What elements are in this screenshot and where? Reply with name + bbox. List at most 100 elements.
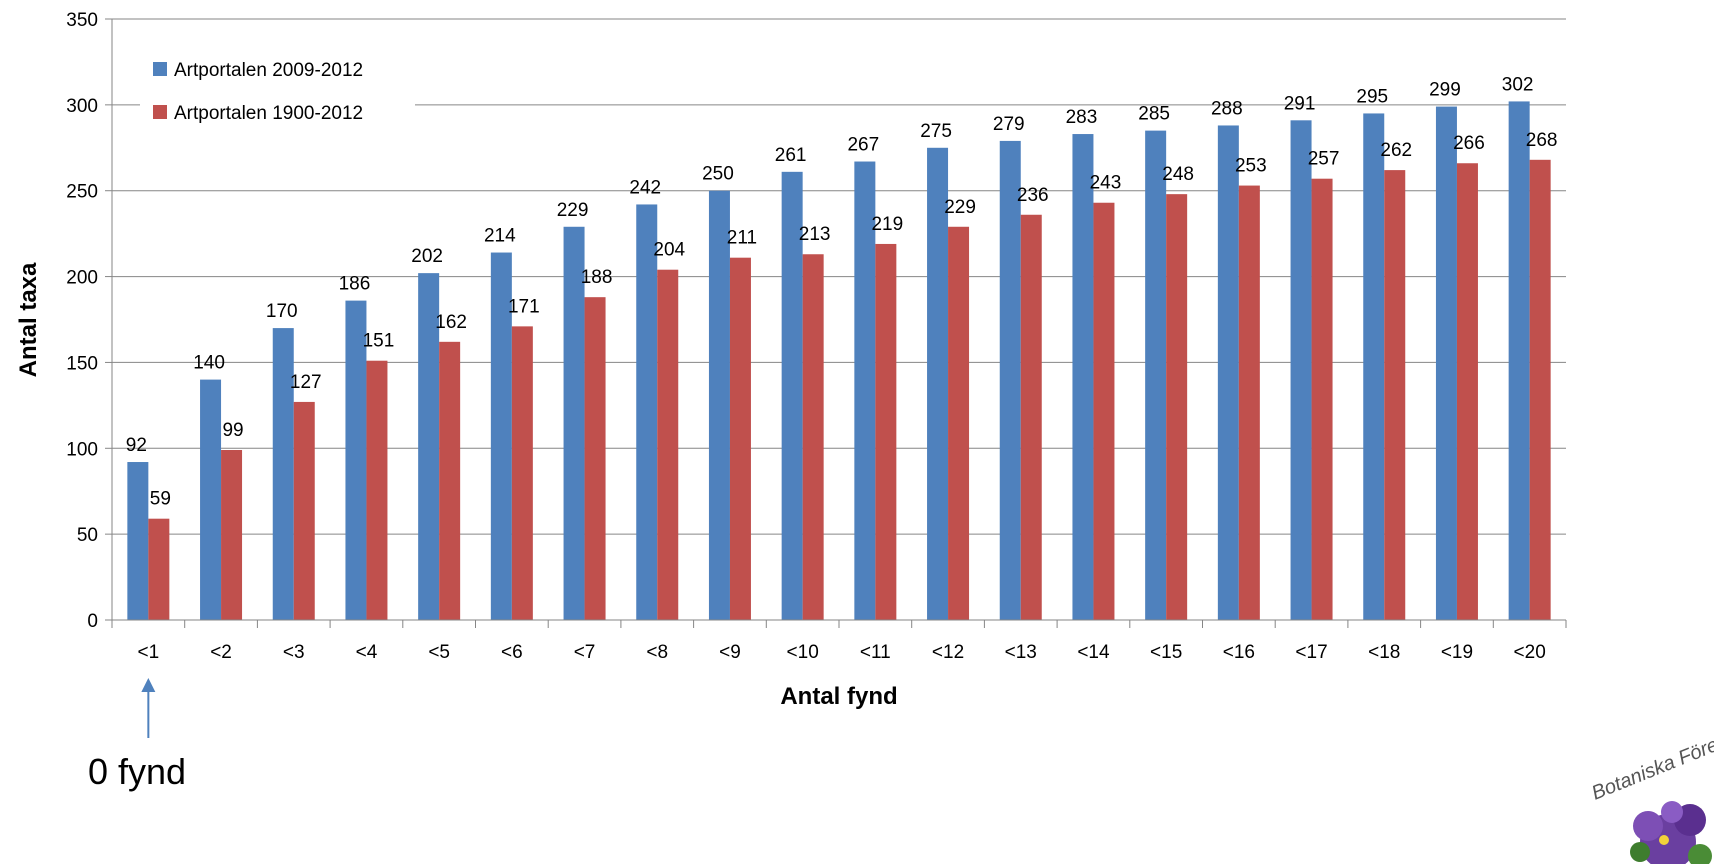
bar-series-2 — [511, 326, 533, 620]
bar-series-1 — [708, 190, 730, 620]
bar-series-1 — [345, 300, 367, 620]
bar-series-2 — [729, 257, 751, 620]
data-labels: 92 140 170 186 202 214 229 242 250 261 267 275 279 28… — [126, 74, 1558, 509]
bar-series-1 — [1363, 113, 1385, 620]
bar-series-1 — [1290, 120, 1312, 620]
x-tick-label: <1 — [138, 642, 160, 663]
x-tick-label: <2 — [210, 642, 232, 663]
x-tick-label: <20 — [1514, 642, 1546, 663]
legend-label-series-1: Artportalen 2009-2012 — [174, 60, 363, 81]
legend: Artportalen 2009-2012 Artportalen 1900-2… — [140, 48, 415, 134]
bar-series-2 — [948, 226, 970, 620]
violet-flower-logo-icon — [1630, 801, 1712, 864]
bar-series-1 — [1072, 134, 1094, 620]
x-tick-label: <18 — [1368, 642, 1400, 663]
y-axis-title: Antal taxa — [15, 262, 42, 377]
bar-series-2 — [584, 297, 606, 620]
x-tick-label: <19 — [1441, 642, 1473, 663]
data-label-series-1: 250 — [702, 164, 734, 185]
bar-series-2 — [1311, 178, 1333, 621]
data-label-series-1: 302 — [1502, 74, 1534, 95]
data-label-series-1: 229 — [557, 200, 589, 221]
bar-series-1 — [272, 328, 294, 620]
bar-series-1 — [200, 379, 222, 620]
bar-series-2 — [875, 243, 897, 620]
bar-series-2 — [1529, 159, 1551, 620]
y-axis: 0 50 100 150 200 250 300 350 — [66, 10, 113, 632]
data-label-series-2: 257 — [1308, 149, 1340, 170]
x-tick-label: <16 — [1223, 642, 1255, 663]
x-tick-label: <13 — [1005, 642, 1037, 663]
x-tick-label: <12 — [932, 642, 964, 663]
x-tick-label: <15 — [1150, 642, 1182, 663]
bar-series-1 — [927, 147, 949, 621]
x-tick-label: <4 — [356, 642, 378, 663]
bar-series-1 — [854, 161, 876, 620]
bars — [127, 101, 1551, 621]
bar-series-1 — [127, 462, 149, 620]
bar-series-2 — [1238, 185, 1260, 620]
data-label-series-2: 204 — [653, 240, 685, 261]
data-label-series-1: 291 — [1284, 93, 1316, 114]
data-label-series-1: 170 — [266, 301, 298, 322]
data-label-series-1: 275 — [920, 121, 952, 142]
bar-series-2 — [221, 450, 243, 620]
annotation: 0 fynd — [88, 678, 186, 792]
legend-label-series-2: Artportalen 1900-2012 — [174, 103, 363, 124]
data-label-series-1: 279 — [993, 114, 1025, 135]
data-label-series-1: 261 — [775, 145, 807, 166]
data-label-series-1: 295 — [1356, 86, 1388, 107]
annotation-text: 0 fynd — [88, 751, 186, 792]
data-label-series-2: 243 — [1090, 173, 1122, 194]
data-label-series-2: 219 — [871, 214, 903, 235]
data-label-series-2: 188 — [581, 267, 613, 288]
data-label-series-2: 253 — [1235, 156, 1267, 177]
x-axis: <1 <2 <3 <4 <5 <6 <7 <8 <9 <10 <11 <12 <13 <14 <15 <16 <… — [111, 619, 1567, 663]
data-label-series-1: 214 — [484, 226, 516, 247]
y-tick-label: 50 — [77, 525, 98, 546]
data-label-series-2: 171 — [508, 296, 540, 317]
y-tick-label: 100 — [66, 439, 98, 460]
y-tick-label: 300 — [66, 96, 98, 117]
y-tick-label: 350 — [66, 10, 98, 31]
x-tick-label: <7 — [574, 642, 596, 663]
x-tick-label: <11 — [860, 642, 891, 663]
bar-series-2 — [293, 401, 315, 620]
bar-series-2 — [657, 269, 679, 620]
y-tick-label: 150 — [66, 353, 98, 374]
x-tick-label: <14 — [1077, 642, 1110, 663]
x-tick-label: <3 — [283, 642, 305, 663]
data-label-series-1: 202 — [411, 246, 443, 267]
annotation-arrow-head — [141, 678, 156, 692]
bar-series-2 — [439, 341, 461, 620]
data-label-series-1: 92 — [126, 435, 147, 456]
bar-series-1 — [1435, 106, 1457, 621]
legend-swatch-series-1 — [153, 62, 167, 76]
x-tick-label: <10 — [787, 642, 819, 663]
data-label-series-2: 99 — [222, 420, 243, 441]
data-label-series-1: 140 — [193, 353, 225, 374]
data-label-series-2: 268 — [1526, 130, 1558, 151]
data-label-series-2: 262 — [1380, 140, 1412, 161]
data-label-series-2: 266 — [1453, 133, 1485, 154]
bar-series-1 — [999, 140, 1021, 620]
logo-text: Botaniska Före — [1589, 734, 1714, 805]
data-label-series-1: 285 — [1138, 104, 1170, 125]
bar-series-2 — [1020, 214, 1042, 621]
data-label-series-1: 283 — [1066, 107, 1098, 128]
data-label-series-1: 186 — [339, 274, 371, 295]
bar-series-1 — [490, 252, 512, 620]
bar-series-1 — [563, 226, 585, 620]
data-label-series-1: 242 — [629, 177, 661, 198]
data-label-series-2: 229 — [944, 197, 976, 218]
data-label-series-2: 236 — [1017, 185, 1049, 206]
bar-series-2 — [802, 254, 824, 620]
y-tick-label: 200 — [66, 268, 98, 289]
x-tick-label: <17 — [1295, 642, 1327, 663]
bar-series-1 — [1217, 125, 1239, 620]
y-tick-label: 250 — [66, 182, 98, 203]
x-tick-label: <9 — [719, 642, 741, 663]
data-label-series-2: 127 — [290, 372, 322, 393]
data-label-series-2: 162 — [435, 312, 467, 333]
data-label-series-2: 213 — [799, 224, 831, 245]
